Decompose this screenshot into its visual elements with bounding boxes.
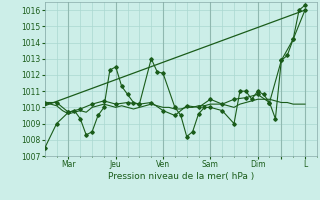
X-axis label: Pression niveau de la mer( hPa ): Pression niveau de la mer( hPa ) — [108, 172, 254, 181]
